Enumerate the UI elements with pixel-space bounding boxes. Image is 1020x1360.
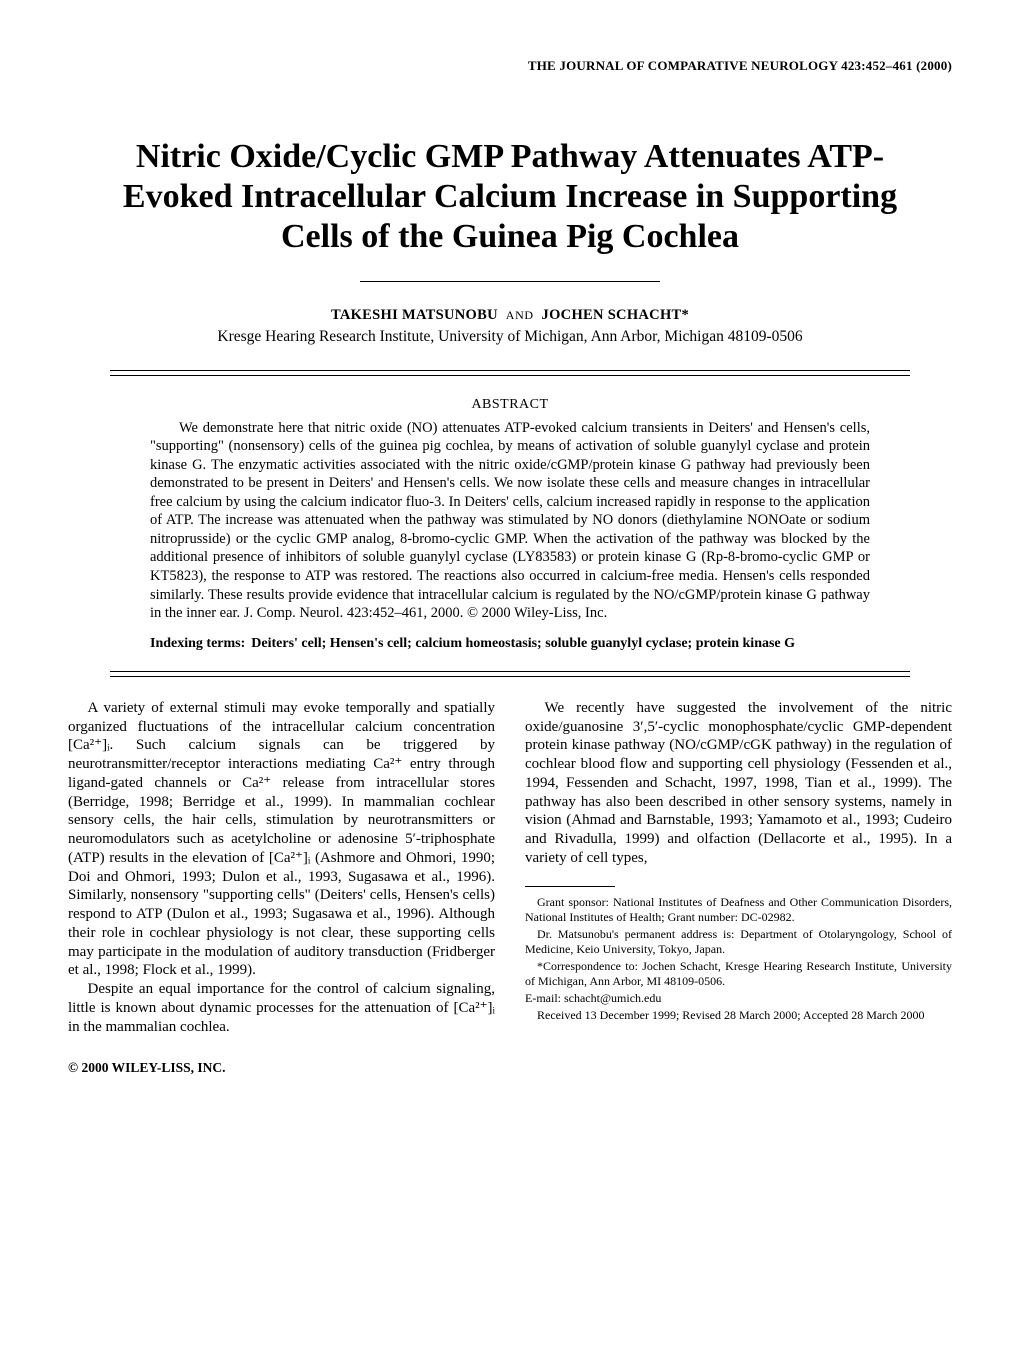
body-columns: A variety of external stimuli may evoke … <box>68 699 952 1077</box>
author-2: JOCHEN SCHACHT* <box>542 307 690 323</box>
intro-paragraph-1: A variety of external stimuli may evoke … <box>68 699 495 980</box>
body-column-left: A variety of external stimuli may evoke … <box>68 699 495 1077</box>
running-head: THE JOURNAL OF COMPARATIVE NEUROLOGY 423… <box>68 58 952 75</box>
abstract-top-rule <box>110 370 910 376</box>
abstract-heading: ABSTRACT <box>150 396 870 414</box>
indexing-terms: Deiters' cell; Hensen's cell; calcium ho… <box>251 636 795 651</box>
indexing-label: Indexing terms: <box>150 636 245 651</box>
intro-paragraph-3: We recently have suggested the involveme… <box>525 699 952 868</box>
footnote-dates: Received 13 December 1999; Revised 28 Ma… <box>525 1008 952 1023</box>
copyright-line: © 2000 WILEY-LISS, INC. <box>68 1060 495 1077</box>
abstract-bottom-rule <box>110 671 910 677</box>
footnote-email: E-mail: schacht@umich.edu <box>525 991 952 1006</box>
article-title: Nitric Oxide/Cyclic GMP Pathway Attenuat… <box>100 137 920 257</box>
authors-line: TAKESHI MATSUNOBU AND JOCHEN SCHACHT* <box>68 306 952 325</box>
footnote-rule <box>525 886 615 887</box>
affiliation: Kresge Hearing Research Institute, Unive… <box>68 327 952 346</box>
title-rule <box>360 281 660 282</box>
author-and: AND <box>502 308 538 322</box>
footnote-grant: Grant sponsor: National Institutes of De… <box>525 895 952 925</box>
indexing-terms-block: Indexing terms: Deiters' cell; Hensen's … <box>150 635 870 653</box>
footnote-address: Dr. Matsunobu's permanent address is: De… <box>525 927 952 957</box>
body-column-right: We recently have suggested the involveme… <box>525 699 952 1077</box>
footnote-correspondence: *Correspondence to: Jochen Schacht, Kres… <box>525 959 952 989</box>
abstract-body: We demonstrate here that nitric oxide (N… <box>150 419 870 623</box>
footnotes-block: Grant sponsor: National Institutes of De… <box>525 895 952 1023</box>
abstract-block: ABSTRACT We demonstrate here that nitric… <box>150 396 870 622</box>
author-1: TAKESHI MATSUNOBU <box>331 307 498 323</box>
intro-paragraph-2: Despite an equal importance for the cont… <box>68 980 495 1036</box>
